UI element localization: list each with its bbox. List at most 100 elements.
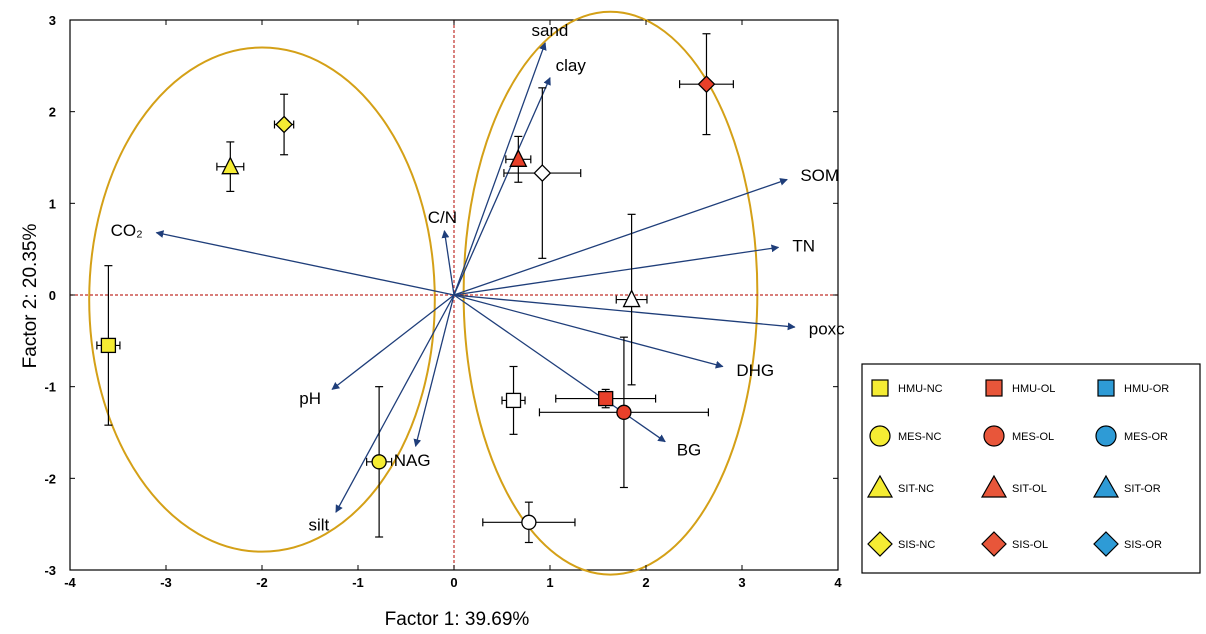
legend-item-mes-or: MES-OR [1095,425,1168,447]
legend-box [861,363,1201,574]
legend-marker-triangle [866,474,894,498]
legend-marker-square [871,379,889,397]
legend-marker-triangle [980,474,1008,498]
loading-label-poxc: poxc [809,319,845,338]
marker-circle [521,514,537,530]
legend-label: MES-OL [1012,431,1054,443]
legend-label: MES-NC [898,431,941,443]
x-tick-label: -1 [352,575,364,590]
group-ellipse-2 [462,10,759,576]
legend-marker-triangle [1092,474,1120,498]
legend-label: SIT-OR [1124,483,1161,495]
legend-item-sit-or: SIT-OR [1092,474,1161,498]
marker-circle [371,454,387,470]
point-open-circle [482,501,576,544]
legend-label: HMU-NC [898,383,943,395]
loading-vector-co [155,230,455,296]
legend-item-hmu-ol: HMU-OL [985,379,1055,397]
loading-label-bg: BG [677,441,702,460]
legend-marker-diamond [1093,531,1119,557]
legend-item-sis-or: SIS-OR [1093,531,1162,557]
loading-vector-bg [453,294,666,443]
legend-item-mes-ol: MES-OL [983,425,1054,447]
legend-marker-square [1097,379,1115,397]
marker-triangle [509,148,528,167]
point-mes-nc [366,386,393,538]
x-tick-label: -2 [256,575,268,590]
legend-marker-diamond [981,531,1007,557]
loading-vector-sand [453,42,547,296]
legend-marker-circle [1095,425,1117,447]
marker-diamond [533,164,552,183]
x-tick-label: 4 [834,575,842,590]
marker-diamond [275,115,293,134]
loading-label-co: CO₂ [111,221,143,240]
loading-vector-c-n [441,230,455,296]
legend-label: HMU-OR [1124,383,1169,395]
loading-vector-poxc [453,294,796,331]
x-tick-label: 3 [738,575,745,590]
legend-item-sit-nc: SIT-NC [866,474,934,498]
loading-vector-clay [453,77,551,296]
loading-label-clay: clay [556,56,587,75]
point-sit-nc [216,141,245,193]
legend-label: MES-OR [1124,431,1168,443]
marker-triangle [622,289,641,308]
y-tick-label: 1 [49,196,56,211]
legend-label: SIS-OL [1012,539,1048,551]
legend-marker-circle [869,425,891,447]
y-tick-label: 0 [49,288,56,303]
point-open-triangle [615,213,648,386]
y-tick-label: -1 [44,380,56,395]
x-axis-title: Factor 1: 39.69% [385,609,530,630]
legend-item-mes-nc: MES-NC [869,425,941,447]
loading-vector-som [453,178,788,296]
legend-item-sis-nc: SIS-NC [867,531,935,557]
legend-item-hmu-nc: HMU-NC [871,379,943,397]
point-sis-nc [273,93,295,156]
y-tick-label: 3 [49,13,56,28]
point-hmu-ol [555,388,657,409]
loading-label-som: SOM [800,166,839,185]
legend-label: SIT-NC [898,483,934,495]
loading-vector-dhg [453,294,724,369]
legend: HMU-NC HMU-OL HMU-OR MES-NC MES-OL MES-OR SIT-… [861,363,1201,574]
y-tick-label: -3 [44,563,56,578]
loading-label-c-n: C/N [428,208,457,227]
loading-label-ph: pH [299,389,321,408]
loading-vector-nag [413,294,455,448]
point-open-diamond [503,87,582,259]
point-mes-ol [538,336,710,489]
loading-label-tn: TN [792,236,815,255]
point-sit-ol [505,135,532,183]
legend-item-sis-ol: SIS-OL [981,531,1048,557]
marker-triangle [221,156,240,175]
point-open-square [501,365,526,435]
legend-marker-circle [983,425,1005,447]
point-sis-ol [678,33,734,136]
point-hmu-nc [96,265,121,426]
loading-label-dhg: DHG [736,361,774,380]
group-ellipse-1 [88,46,436,553]
legend-marker-square [985,379,1003,397]
marker-circle [616,404,632,420]
loading-label-nag: NAG [394,451,431,470]
x-tick-label: 2 [642,575,649,590]
y-axis-title: Factor 2: 20.35% [20,224,41,369]
marker-square [100,337,117,354]
y-tick-label: 2 [49,105,56,120]
y-tick-label: -2 [44,471,56,486]
loading-label-silt: silt [308,516,329,535]
x-tick-label: 1 [546,575,553,590]
marker-diamond [697,75,716,94]
marker-square [505,392,522,409]
x-tick-label: -3 [160,575,172,590]
loading-label-sand: sand [532,21,569,40]
loading-vector-silt [335,294,455,513]
legend-label: SIS-OR [1124,539,1162,551]
loading-vector-tn [453,244,780,296]
legend-label: SIT-OL [1012,483,1047,495]
marker-square [598,390,614,407]
legend-label: SIS-NC [898,539,935,551]
